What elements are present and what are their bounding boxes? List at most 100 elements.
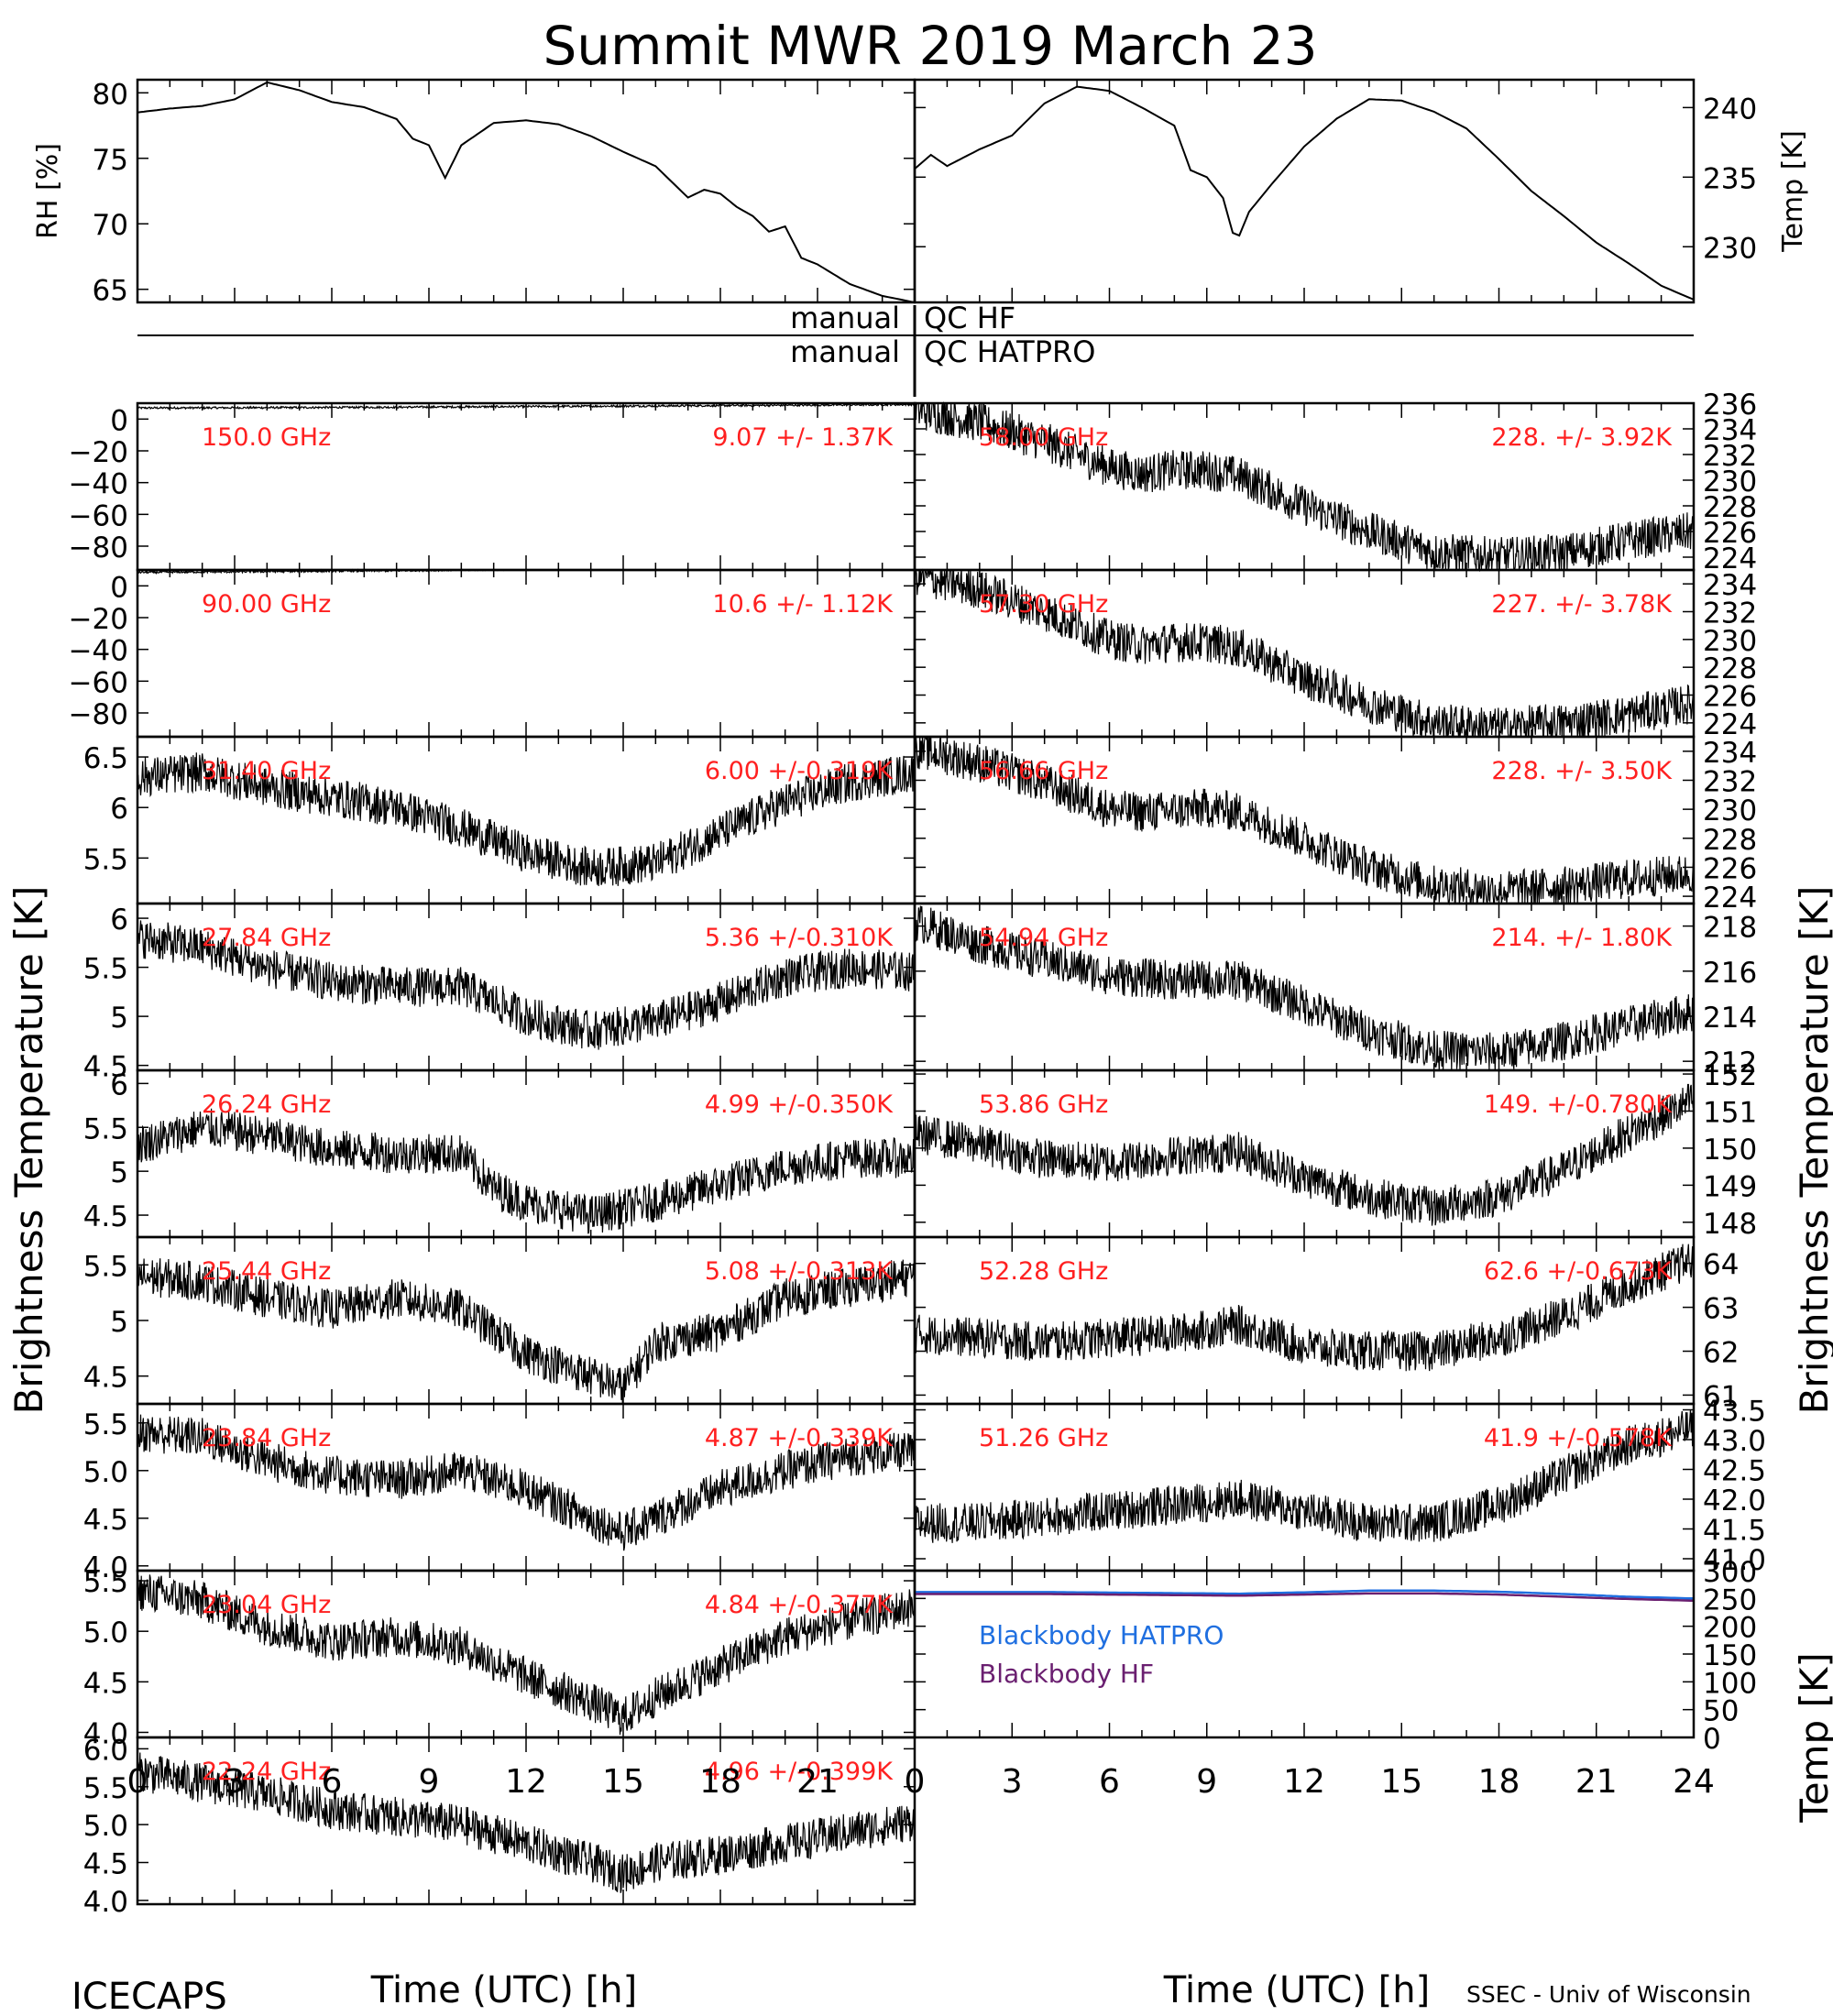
y-tick-label: 224 bbox=[1703, 882, 1757, 915]
x-tick-label: 12 bbox=[1283, 1763, 1325, 1801]
x-axis-label-right: Time (UTC) [h] bbox=[1163, 1969, 1430, 2011]
y-tick-label: 65 bbox=[93, 275, 128, 308]
channel-stats-label: 41.9 +/-0.578K bbox=[1484, 1424, 1673, 1452]
x-tick-label: 15 bbox=[602, 1763, 644, 1801]
y-tick-label: 70 bbox=[93, 209, 128, 242]
brightness-temperature-trace bbox=[137, 1414, 916, 1551]
y-tick-label: 151 bbox=[1703, 1096, 1757, 1129]
y-tick-label: 224 bbox=[1703, 542, 1757, 575]
y-tick-label: 100 bbox=[1703, 1667, 1757, 1700]
channel-stats-label: 10.6 +/- 1.12K bbox=[712, 590, 894, 619]
y-tick-label: 228 bbox=[1703, 824, 1757, 857]
y-tick-label: 5.5 bbox=[83, 1408, 128, 1441]
y-tick-label: 41.0 bbox=[1703, 1544, 1766, 1577]
y-tick-label: 43.5 bbox=[1703, 1396, 1766, 1429]
x-axis-label-left: Time (UTC) [h] bbox=[370, 1969, 637, 2011]
y-tick-label: 4.5 bbox=[83, 1848, 128, 1881]
y-tick-label: 6.0 bbox=[83, 1734, 128, 1767]
blackbody-axis-label: Temp [K] bbox=[1792, 1652, 1833, 1824]
y-tick-label: 230 bbox=[1703, 232, 1757, 265]
y-tick-label: 5.5 bbox=[83, 1566, 128, 1599]
ssec-credit: SSEC - Univ of Wisconsin bbox=[1466, 1981, 1751, 2008]
brightness-temperature-trace bbox=[914, 1240, 1695, 1372]
y-tick-label: −20 bbox=[69, 436, 128, 469]
left-channel-panel: 4.5 5 5.5 6 27.84 GHz 5.36 +/-0.310K bbox=[83, 904, 916, 1084]
y-tick-label: 234 bbox=[1703, 737, 1757, 770]
brightness-temperature-trace bbox=[914, 1408, 1695, 1543]
y-tick-label: 228 bbox=[1703, 652, 1757, 685]
y-tick-label: 42.0 bbox=[1703, 1485, 1766, 1517]
x-tick-label: 9 bbox=[1196, 1763, 1217, 1801]
y-tick-label: 234 bbox=[1703, 414, 1757, 447]
channel-stats-label: 228. +/- 3.92K bbox=[1491, 423, 1673, 452]
channel-frequency-label: 23.04 GHz bbox=[202, 1591, 331, 1619]
y-tick-label: 236 bbox=[1703, 389, 1757, 422]
y-tick-label: 216 bbox=[1703, 957, 1757, 990]
y-tick-label: 4.0 bbox=[83, 1886, 128, 1919]
y-tick-label: −40 bbox=[69, 635, 128, 668]
channel-stats-label: 4.87 +/-0.339K bbox=[705, 1424, 894, 1452]
brightness-temperature-trace bbox=[137, 1574, 916, 1736]
x-tick-label: 6 bbox=[322, 1763, 343, 1801]
blackbody-hatpro-line bbox=[915, 1589, 1695, 1600]
channel-frequency-label: 23.84 GHz bbox=[202, 1424, 331, 1452]
left-channel-panel: 4.0 4.5 5.0 5.5 23.04 GHz 4.84 +/-0.377K bbox=[83, 1566, 916, 1750]
channel-frequency-label: 26.24 GHz bbox=[202, 1090, 331, 1119]
y-tick-label: 62 bbox=[1703, 1337, 1739, 1370]
channel-frequency-label: 22.24 GHz bbox=[202, 1758, 331, 1786]
y-tick-label: 234 bbox=[1703, 569, 1757, 602]
y-axis-label-left: Brightness Temperature [K] bbox=[6, 886, 51, 1415]
y-tick-label: 63 bbox=[1703, 1293, 1739, 1326]
channel-stats-label: 62.6 +/-0.673K bbox=[1484, 1257, 1673, 1286]
panel-frame bbox=[136, 1736, 916, 1906]
channel-frequency-label: 90.00 GHz bbox=[202, 590, 331, 619]
x-tick-label: 24 bbox=[1673, 1763, 1715, 1801]
right-channel-panel: 212 214 216 218 54.94 GHz 214. +/- 1.80K bbox=[914, 904, 1757, 1079]
y-tick-label: 300 bbox=[1703, 1556, 1757, 1589]
y-tick-label: 0 bbox=[110, 571, 128, 604]
y-tick-label: 4.5 bbox=[83, 1051, 128, 1084]
x-tick-label: 3 bbox=[1002, 1763, 1023, 1801]
channel-stats-label: 4.99 +/-0.350K bbox=[705, 1090, 894, 1119]
icecaps-label: ICECAPS bbox=[71, 1976, 227, 2016]
y-tick-label: 230 bbox=[1703, 625, 1757, 658]
y-tick-label: 5 bbox=[110, 1156, 128, 1189]
y-tick-label: −60 bbox=[69, 499, 128, 532]
channel-frequency-label: 52.28 GHz bbox=[979, 1257, 1108, 1286]
rh-line bbox=[137, 81, 916, 303]
y-tick-label: 5.5 bbox=[83, 843, 128, 876]
y-tick-label: −40 bbox=[69, 468, 128, 501]
brightness-temperature-trace bbox=[137, 1752, 916, 1893]
brightness-temperature-trace bbox=[137, 1258, 916, 1405]
y-tick-label: 6.5 bbox=[83, 742, 128, 775]
channel-stats-label: 6.00 +/-0.319K bbox=[705, 757, 894, 785]
brightness-temperature-trace bbox=[914, 401, 1695, 573]
y-tick-label: 4.5 bbox=[83, 1504, 128, 1537]
channel-frequency-label: 51.26 GHz bbox=[979, 1424, 1108, 1452]
x-tick-label: 0 bbox=[127, 1763, 148, 1801]
right-channel-panel: 61 62 63 64 52.28 GHz 62.6 +/-0.673K bbox=[914, 1237, 1739, 1413]
panel-frame bbox=[913, 1569, 1696, 1739]
blackbody-hf-line bbox=[915, 1592, 1695, 1603]
brightness-temperature-trace bbox=[914, 1083, 1695, 1226]
channel-frequency-label: 27.84 GHz bbox=[202, 924, 331, 952]
y-tick-label: 149 bbox=[1703, 1170, 1757, 1203]
y-tick-label: 4.0 bbox=[83, 1551, 128, 1584]
y-tick-label: 250 bbox=[1703, 1583, 1757, 1616]
y-tick-label: 5 bbox=[110, 1002, 128, 1035]
x-tick-label: 3 bbox=[225, 1763, 246, 1801]
x-tick-label: 15 bbox=[1380, 1763, 1422, 1801]
brightness-temperature-trace bbox=[137, 402, 916, 411]
y-tick-label: 0 bbox=[1703, 1723, 1721, 1756]
y-tick-label: 148 bbox=[1703, 1208, 1757, 1241]
x-tick-label: 12 bbox=[505, 1763, 547, 1801]
y-tick-label: 41.5 bbox=[1703, 1515, 1766, 1548]
y-tick-label: 152 bbox=[1703, 1059, 1757, 1092]
y-tick-label: 5.0 bbox=[83, 1456, 128, 1489]
channel-stats-label: 5.36 +/-0.310K bbox=[705, 924, 894, 952]
y-tick-label: 226 bbox=[1703, 852, 1757, 885]
legend-blackbody-hf: Blackbody HF bbox=[979, 1659, 1154, 1689]
